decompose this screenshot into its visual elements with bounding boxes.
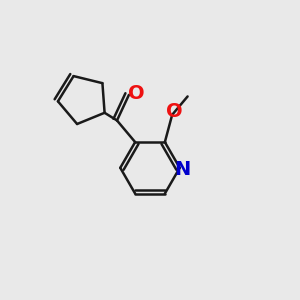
Text: O: O	[128, 84, 145, 103]
Text: N: N	[174, 160, 190, 179]
Text: O: O	[166, 102, 183, 121]
